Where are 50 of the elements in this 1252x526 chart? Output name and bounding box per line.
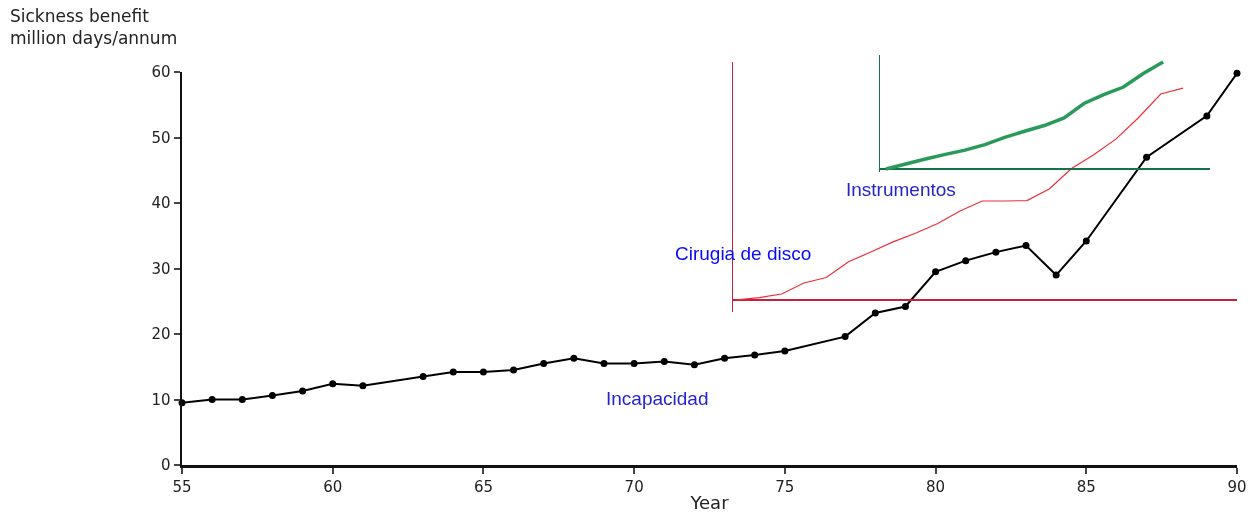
y-axis-title: Sickness benefit million days/annum <box>10 6 178 49</box>
x-tick-label: 55 <box>172 477 192 496</box>
point <box>449 368 457 376</box>
y-tick-label: 20 <box>151 325 171 344</box>
x-tick-label: 80 <box>926 477 946 496</box>
point <box>962 257 970 265</box>
point <box>1022 242 1030 250</box>
point <box>419 373 427 381</box>
x-tick-label: 60 <box>323 477 343 496</box>
point <box>479 368 487 376</box>
x-axis-title: Year <box>689 491 730 513</box>
point <box>359 382 367 390</box>
point <box>781 347 789 355</box>
point <box>721 354 729 362</box>
y-tick-label: 50 <box>151 128 171 147</box>
x-tick-label: 75 <box>775 477 795 496</box>
point <box>268 392 276 400</box>
point <box>690 361 698 369</box>
x-tick-label: 90 <box>1227 477 1247 496</box>
point <box>901 302 909 310</box>
point <box>510 366 518 374</box>
point <box>329 380 337 388</box>
point <box>992 248 1000 256</box>
point <box>1233 69 1241 77</box>
y-tick-label: 10 <box>151 390 171 409</box>
point <box>1052 271 1060 279</box>
series-label: Incapacidad <box>606 388 709 409</box>
y-tick-label: 40 <box>151 194 171 213</box>
point <box>751 351 759 359</box>
point <box>932 268 940 276</box>
point <box>238 396 246 403</box>
y-tick-label: 30 <box>151 259 171 278</box>
point <box>299 387 307 395</box>
x-tick-label: 85 <box>1076 477 1096 496</box>
point <box>1082 237 1090 245</box>
point <box>630 359 638 367</box>
x-tick-label: 65 <box>473 477 493 496</box>
point <box>540 359 548 367</box>
point <box>660 358 668 366</box>
point <box>570 354 578 362</box>
x-tick-label: 70 <box>624 477 644 496</box>
series-label: Instrumentos <box>846 179 956 200</box>
point <box>1143 153 1151 161</box>
point <box>1203 112 1211 120</box>
y-tick-label: 60 <box>151 63 171 82</box>
point <box>208 396 216 403</box>
point <box>600 359 608 367</box>
point <box>871 309 879 317</box>
y-tick-label: 0 <box>160 456 171 475</box>
point <box>841 333 849 341</box>
